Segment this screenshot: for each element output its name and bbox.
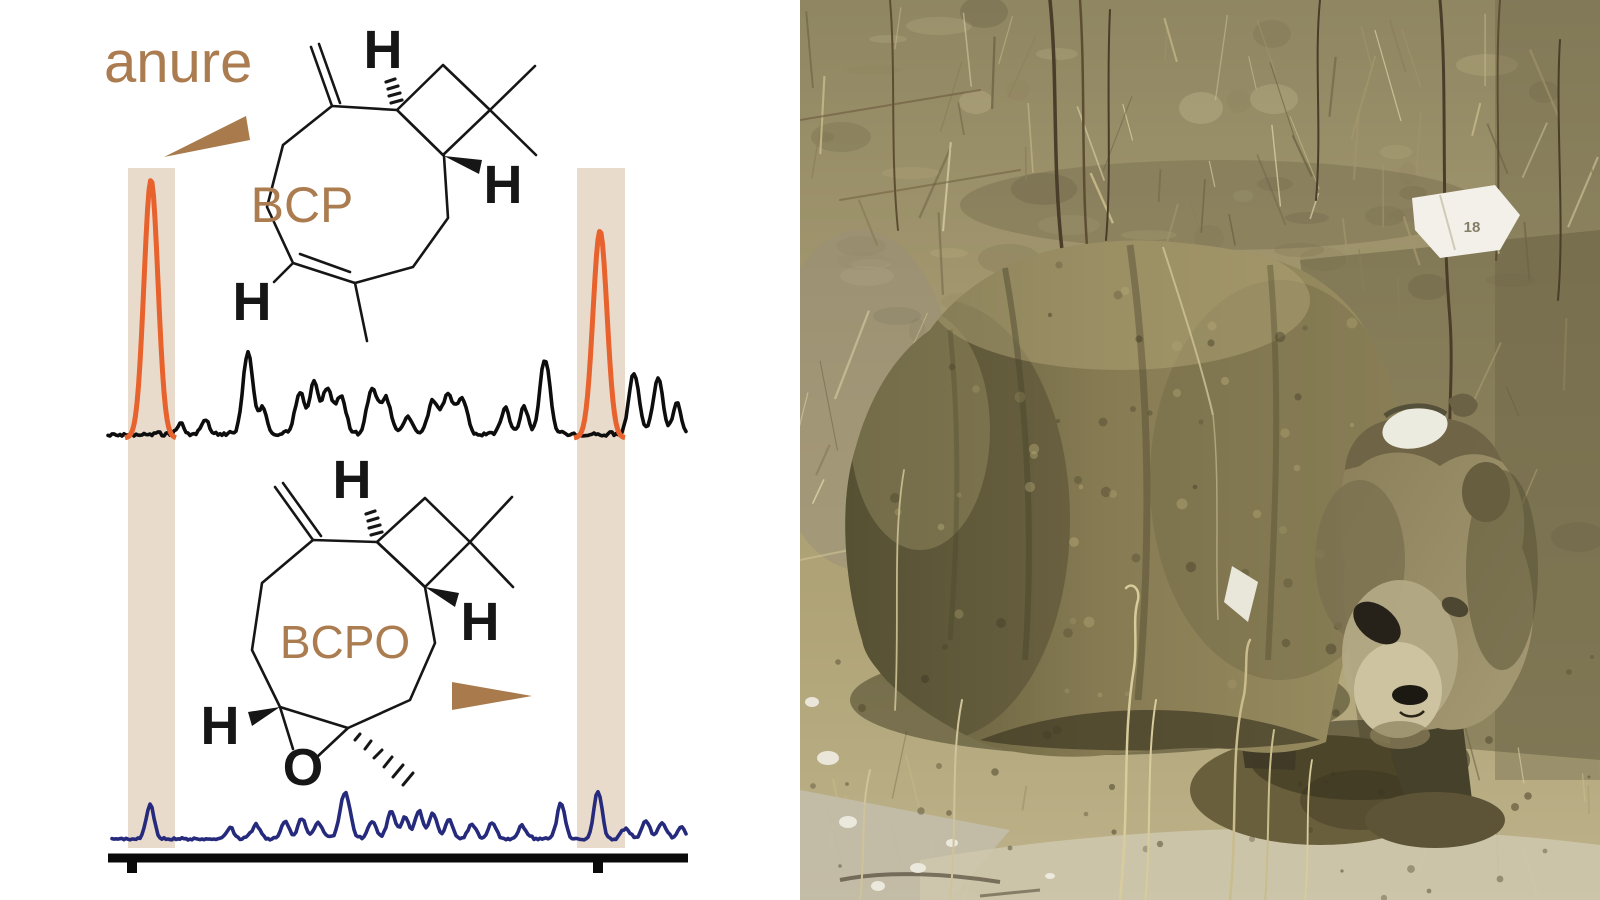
bcpo-hash-wedge [364, 509, 384, 537]
chromatogram-layer [106, 168, 688, 873]
highlight-peak [124, 178, 177, 441]
bcpo-oxygen: O [283, 739, 323, 797]
bcpo-exo-methylene [273, 481, 323, 542]
bcpo-epoxide-bonds [278, 705, 350, 759]
bcpo-structure [248, 481, 515, 787]
panda-eye-patch [1353, 601, 1401, 645]
bcp-solid-wedge [444, 156, 482, 174]
bcpo-label: BCPO [280, 616, 410, 668]
panda-nose [1392, 685, 1428, 705]
bcp-label: BCP [251, 177, 354, 233]
trash-mark-text: 18 [1464, 219, 1481, 236]
panda-eye-patch-far [1441, 596, 1469, 618]
body-creases [947, 244, 1280, 701]
bcp-h-alkene: H [233, 272, 272, 332]
retention-band [128, 168, 175, 848]
pointer-arrow-bcp [164, 116, 250, 157]
bcpo-cyclobutane [375, 496, 472, 589]
panda-ear-muddy [1462, 462, 1510, 522]
bcpo-gem-dimethyl [468, 495, 515, 589]
figure-title-partial: anure [104, 30, 252, 95]
bcp-h-right: H [484, 155, 523, 215]
bcpo-hash-methyl [353, 732, 415, 787]
bcp-gem-dimethyl [488, 64, 538, 157]
manure-volatiles-trace [106, 349, 688, 438]
bcpo-h-right: H [461, 592, 500, 652]
panda-paw [1365, 792, 1505, 848]
bcpo-solid-wedge-left [248, 707, 280, 726]
chromatogram-figure: anure H H H B [104, 20, 688, 873]
bcp-ring-double-bond [298, 252, 352, 274]
bcp-cyclobutane [395, 63, 492, 157]
bcp-hash-wedge [384, 77, 404, 105]
bcpo-solid-wedge-right [425, 587, 459, 607]
bcpo-h-top: H [333, 450, 372, 510]
retention-band [577, 168, 625, 848]
bcpo-h-left: H [201, 696, 240, 756]
bcp-exo-methylene [309, 42, 342, 108]
trash-paper: 18 [1412, 185, 1520, 258]
panda-photo: 18 [800, 0, 1600, 900]
bcp-structure [265, 42, 538, 343]
bcp-h-top: H [364, 20, 403, 80]
panda-head [1315, 393, 1538, 749]
panda-odor-trace [110, 789, 688, 842]
foreground-stems [859, 469, 1313, 900]
bcp-methyl [353, 281, 369, 343]
pointer-arrow-bcpo [452, 682, 532, 710]
highlight-peak [573, 229, 626, 441]
panda-ear-white [1382, 407, 1448, 449]
panda-neck-white-patch [1224, 566, 1258, 622]
white-scraps [805, 697, 1055, 891]
panda-photo-canvas: 18 [800, 0, 1600, 900]
mud-tuft [1448, 393, 1478, 417]
figure-panel: anure H H H B [104, 20, 688, 873]
panda-mouth [1399, 710, 1425, 718]
grass-stem-over-body [1162, 246, 1214, 416]
bcp-h-bond [272, 261, 295, 284]
